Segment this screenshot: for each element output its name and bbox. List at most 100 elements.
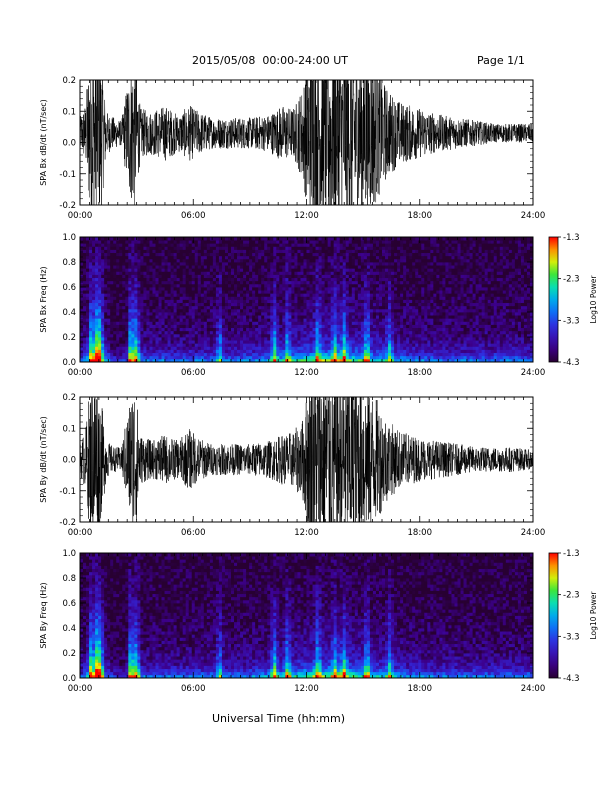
spectrogram-cell: [164, 349, 168, 354]
spectrogram-cell: [378, 265, 383, 269]
spectrogram-cell: [218, 308, 223, 313]
spectrogram-cell: [101, 305, 105, 310]
spectrogram-cell: [258, 355, 262, 360]
spectrogram-cell: [252, 268, 256, 272]
spectrogram-cell: [430, 262, 434, 266]
spectrogram-cell: [152, 271, 156, 275]
spectrogram-cell: [224, 277, 229, 282]
spectrogram-cell: [249, 262, 253, 266]
spectrogram-cell: [291, 246, 295, 250]
spectrogram-cell: [131, 349, 135, 354]
spectrogram-cell: [240, 327, 244, 332]
spectrogram-cell: [439, 308, 443, 313]
spectrogram-cell: [291, 280, 295, 285]
spectrogram-cell: [134, 290, 138, 294]
spectrogram-cell: [86, 352, 90, 357]
spectrogram-cell: [354, 249, 359, 254]
spectrogram-cell: [252, 352, 256, 357]
spectrogram-cell: [113, 287, 117, 291]
spectrogram-cell: [143, 343, 147, 347]
spectrogram-cell: [424, 312, 428, 316]
spectrogram-cell: [369, 293, 374, 297]
spectrogram-cell: [294, 324, 298, 329]
spectrogram-cell: [113, 318, 117, 322]
spectrogram-cell: [424, 265, 428, 269]
spectrogram-cell: [95, 274, 99, 279]
spectrogram-cell: [406, 352, 410, 357]
spectrogram-cell: [158, 318, 162, 322]
spectrogram-cell: [369, 287, 374, 291]
spectrogram-cell: [418, 280, 422, 285]
spectrogram-cell: [161, 237, 165, 241]
spectrogram-cell: [89, 293, 93, 297]
spectrogram-cell: [215, 318, 220, 322]
spectrogram-cell: [378, 255, 383, 260]
spectrogram-cell: [378, 352, 383, 357]
spectrogram-cell: [282, 268, 286, 272]
spectrogram-cell: [80, 299, 84, 304]
spectrogram-cell: [203, 258, 208, 263]
spectrogram-cell: [424, 246, 428, 250]
spectrogram-cell: [92, 340, 96, 344]
spectrogram-cell: [366, 343, 371, 347]
spectrogram-cell: [237, 262, 241, 266]
spectrogram-cell: [309, 349, 313, 354]
spectrogram-cell: [421, 293, 425, 297]
spectrogram-cell: [300, 308, 304, 313]
spectrogram-cell: [234, 302, 238, 307]
spectrogram-cell: [394, 296, 398, 300]
spectrogram-cell: [360, 330, 365, 335]
spectrogram-cell: [267, 318, 271, 322]
spectrogram-cell: [200, 340, 205, 344]
spectrogram-cell: [167, 255, 171, 260]
spectrogram-cell: [164, 243, 168, 247]
spectrogram-cell: [406, 258, 410, 263]
spectrogram-cell: [309, 280, 313, 285]
spectrogram-cell: [104, 312, 108, 316]
spectrogram-cell: [173, 308, 178, 313]
spectrogram-cell: [276, 305, 280, 310]
spectrogram-cell: [101, 346, 105, 350]
spectrogram-cell: [227, 321, 232, 325]
spectrogram-cell: [360, 293, 365, 297]
spectrogram-cell: [424, 240, 428, 244]
spectrogram-cell: [321, 277, 326, 282]
spectrogram-cell: [146, 249, 150, 254]
spectrogram-cell: [288, 243, 292, 247]
spectrogram-cell: [101, 258, 105, 263]
spectrogram-cell: [240, 340, 244, 344]
spectrogram-cell: [246, 246, 250, 250]
spectrogram-cell: [427, 318, 431, 322]
spectrogram-cell: [261, 287, 265, 291]
spectrogram-cell: [418, 246, 422, 250]
spectrogram-cell: [330, 274, 335, 279]
spectrogram-cell: [285, 274, 289, 279]
spectrogram-cell: [276, 243, 280, 247]
spectrogram-cell: [134, 346, 138, 350]
spectrogram-cell: [252, 358, 256, 362]
spectrogram-cell: [243, 262, 247, 266]
spectrogram-cell: [291, 268, 295, 272]
spectrogram-cell: [89, 237, 93, 241]
spectrogram-cell: [83, 277, 87, 282]
spectrogram-cell: [137, 237, 141, 241]
spectrogram-cell: [221, 243, 226, 247]
spectrogram-cell: [303, 305, 307, 310]
spectrogram-cell: [276, 246, 280, 250]
spectrogram-cell: [400, 240, 404, 244]
spectrogram-cell: [436, 252, 440, 257]
y-tick-label: 0.1: [62, 107, 76, 117]
spectrogram-cell: [415, 265, 419, 269]
spectrogram-cell: [243, 337, 247, 341]
spectrogram-cell: [327, 312, 332, 316]
spectrogram-cell: [83, 352, 87, 357]
spectrogram-cell: [224, 290, 229, 294]
spectrogram-cell: [179, 280, 184, 285]
spectrogram-cell: [185, 346, 190, 350]
spectrogram-cell: [80, 246, 84, 250]
spectrogram-cell: [206, 340, 211, 344]
spectrogram-cell: [83, 293, 87, 297]
spectrogram-cell: [351, 280, 356, 285]
spectrogram-cell: [80, 324, 84, 329]
spectrogram-cell: [218, 340, 223, 344]
